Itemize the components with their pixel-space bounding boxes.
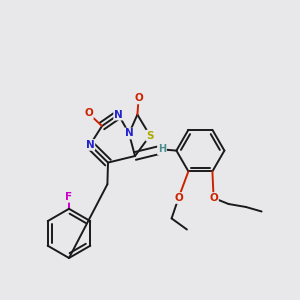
Text: F: F <box>65 192 73 202</box>
Text: N: N <box>114 110 123 120</box>
Text: N: N <box>124 128 134 139</box>
Text: O: O <box>174 193 183 203</box>
Text: N: N <box>85 140 94 150</box>
Text: S: S <box>146 130 154 141</box>
Text: H: H <box>158 144 166 154</box>
Text: O: O <box>209 193 218 203</box>
Text: O: O <box>134 93 143 103</box>
Text: O: O <box>84 108 93 118</box>
